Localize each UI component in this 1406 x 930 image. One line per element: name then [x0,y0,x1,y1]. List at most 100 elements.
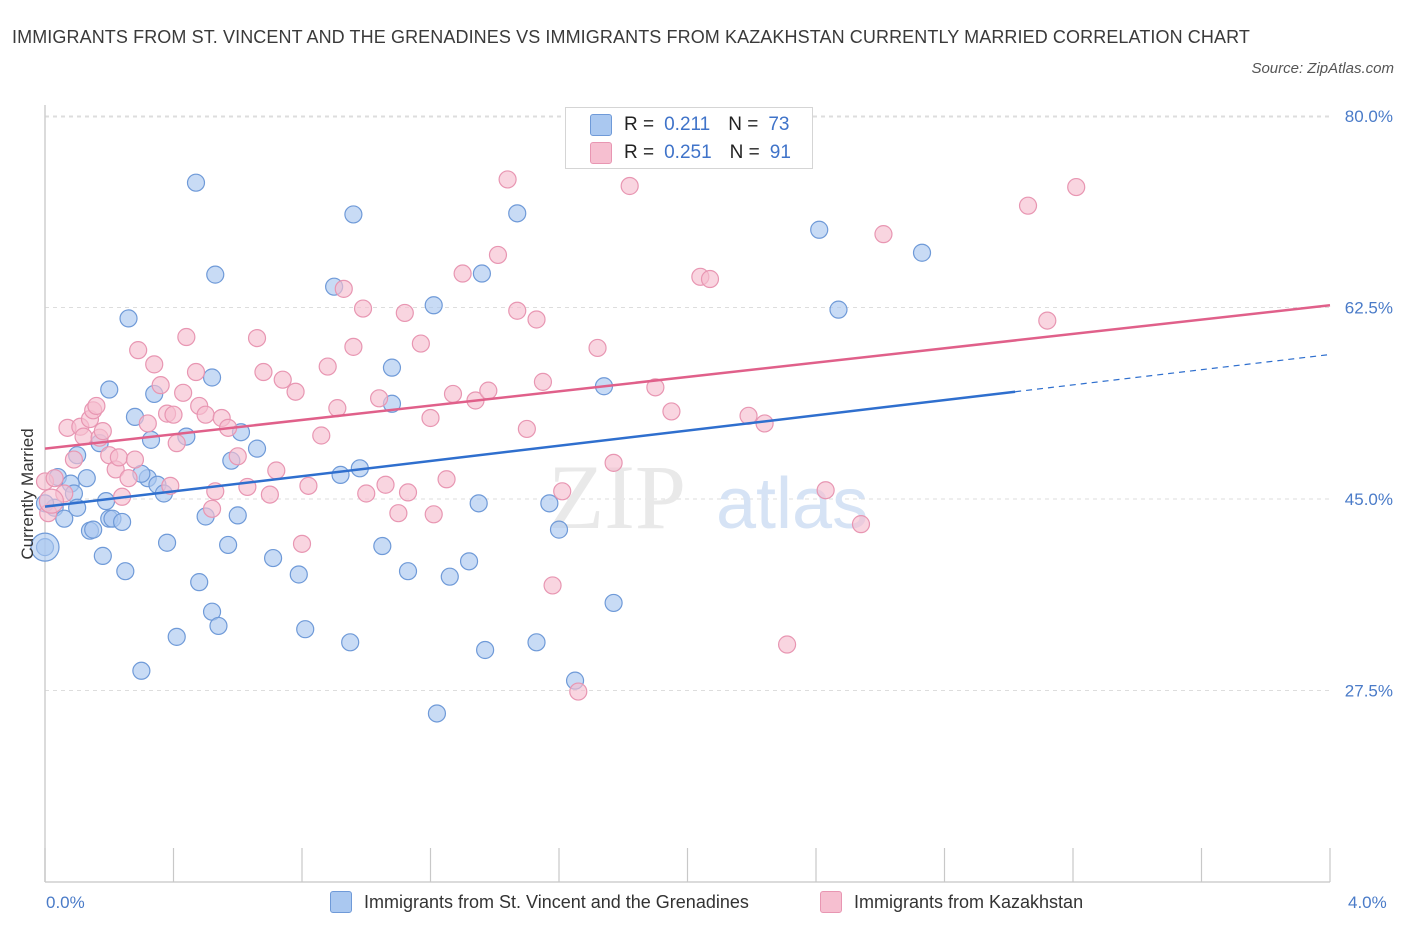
blue-point [167,627,186,646]
pink-point [202,499,222,518]
pink-point [109,448,128,467]
pink-point [353,299,373,318]
pink-point [816,481,835,500]
x-tick-label-max: 4.0% [1348,893,1387,912]
y-axis-label: Currently Married [18,428,37,559]
blue-point [84,520,103,539]
pink-point [93,422,112,441]
y-tick-label: 62.5% [1345,298,1393,317]
blue-point [141,430,161,449]
bottom-legend-pink: Immigrants from Kazakhstan [820,888,1083,916]
pink-point [1038,311,1057,330]
blue-point [472,264,491,283]
pink-point [527,310,546,329]
pink-point [569,682,588,701]
blue-point [296,620,315,639]
legend-n-value: 91 [769,142,791,163]
x-axis-ticks [44,848,1331,882]
blue-point [247,439,267,458]
pink-point [370,389,389,408]
bottom-legend-label-pink: Immigrants from Kazakhstan [854,891,1084,912]
blue-point [424,296,443,315]
pink-point [151,376,170,395]
gridlines [45,115,1330,691]
pink-series-points [35,170,1086,701]
y-tick-label: 27.5% [1345,681,1393,700]
pink-point [267,461,286,480]
legend-swatch-blue [590,114,612,136]
pink-point [299,476,318,495]
pink-point [64,450,84,469]
blue-point [186,173,206,192]
blue-point [604,593,623,613]
pink-point [488,245,508,265]
bottom-legend-blue: Immigrants from St. Vincent and the Gren… [330,888,749,916]
blue-trend-line-extension [1015,353,1331,393]
legend: R = 0.211 N = 73 R = 0.251 N = 91 [565,107,813,169]
y-tick-label: 80.0% [1345,107,1393,126]
blue-point [119,309,138,328]
pink-point [286,382,305,401]
pink-point [125,450,145,469]
blue-point [93,546,112,565]
pink-point [851,515,871,534]
pink-point [498,170,517,189]
pink-point [389,504,408,523]
pink-point [543,576,562,595]
pink-point [260,485,279,504]
pink-point [662,402,681,421]
pink-point [186,362,206,382]
blue-point [527,633,546,652]
pink-point [376,475,395,494]
pink-point [755,414,774,433]
pink-point [174,383,193,402]
pink-point [395,303,414,323]
blue-point [112,512,132,532]
blue-point [459,552,479,571]
blue-point [132,661,151,680]
pink-point [620,176,639,196]
pink-point [588,338,607,358]
pink-point [453,264,472,283]
legend-r-label: R = [624,114,655,135]
pink-point [411,334,430,353]
blue-trend-line [44,390,1016,508]
blue-point [344,205,363,224]
y-tick-label: 45.0% [1345,490,1393,509]
pink-point [1067,177,1086,197]
blue-point [289,565,308,584]
pink-point [247,329,267,348]
blue-point-large [30,532,60,562]
blue-point [549,520,569,539]
blue-point [206,265,225,284]
pink-point [138,414,157,433]
pink-point [164,405,183,424]
blue-point [810,220,829,239]
blue-point [829,300,848,319]
legend-r-label: R = [624,142,655,163]
legend-r-value: 0.211 [664,114,711,135]
pink-point [443,384,463,404]
pink-point [87,396,106,416]
blue-point [219,535,238,555]
pink-point [398,483,418,502]
bottom-legend-swatch-pink [820,891,842,913]
blue-point [55,509,74,528]
legend-swatch-pink [590,142,612,164]
blue-point [508,204,527,223]
blue-point [100,380,119,399]
pink-point [517,419,536,439]
pink-trend-line [44,304,1331,450]
pink-point [167,434,186,453]
pink-point [424,505,443,524]
pink-point [45,469,64,488]
blue-series-points [30,173,932,723]
blue-point [476,640,495,660]
legend-row-pink: R = 0.251 N = 91 [590,141,791,165]
legend-n-label: N = [729,142,760,163]
pink-point [344,337,363,356]
blue-point [440,567,459,586]
x-tick-label-min: 0.0% [46,893,85,912]
pink-point [421,408,440,428]
